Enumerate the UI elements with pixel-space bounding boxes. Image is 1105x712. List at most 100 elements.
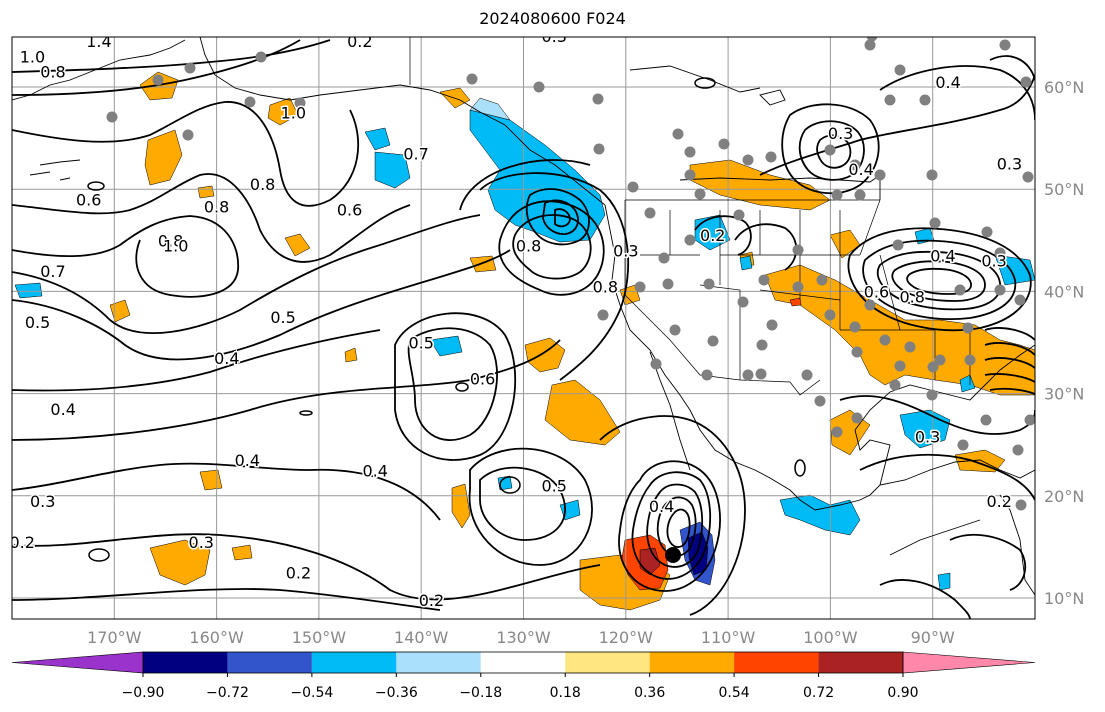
longitude-label: 100°W (803, 628, 858, 647)
station-dot (904, 341, 916, 353)
station-dot (864, 39, 876, 51)
contour-label: 0.4 (649, 497, 674, 516)
station-dot (851, 412, 863, 424)
longitude-label: 150°W (292, 628, 347, 647)
contour-label: 0.8 (250, 175, 275, 194)
contour-label: 0.2 (347, 32, 372, 51)
station-dot (962, 322, 974, 334)
latitude-label: 40°N (1044, 282, 1084, 301)
station-dot (765, 151, 777, 163)
contour-label: 0.2 (286, 563, 311, 582)
station-dot (733, 209, 745, 221)
contour-label: 0.3 (915, 428, 940, 447)
station-dot (884, 94, 896, 106)
contour-label: 0.2 (10, 533, 35, 552)
station-dot (694, 188, 706, 200)
station-dot (854, 189, 866, 201)
contour-label: 0.4 (214, 349, 239, 368)
map-frame (11, 36, 1036, 620)
station-dot (650, 358, 662, 370)
contour-label: 0.4 (930, 247, 955, 266)
contour-label: 0.7 (40, 262, 65, 281)
contour-label: 0.3 (981, 252, 1006, 271)
contour-label: 0.6 (864, 282, 889, 301)
station-dot (597, 309, 609, 321)
contour-label: 0.4 (235, 451, 260, 470)
contour-label: 0.6 (337, 201, 362, 220)
contour-label: 0.8 (593, 277, 618, 296)
contour-label: 0.5 (25, 313, 50, 332)
contour-label: 0.6 (470, 369, 495, 388)
station-dot (994, 247, 1006, 259)
contour-label: 0.4 (50, 400, 75, 419)
station-dot (792, 244, 804, 256)
small-contour-features (87, 77, 806, 562)
station-dot (684, 146, 696, 158)
station-dot (742, 154, 754, 166)
contour-label: 0.8 (158, 231, 183, 250)
station-dot (592, 93, 604, 105)
station-dot (792, 281, 804, 293)
station-dot (957, 439, 969, 451)
longitude-labels: 170°W 160°W 150°W 140°W 130°W 120°W 110°W 100°W… (87, 628, 955, 647)
station-dot (658, 252, 670, 264)
contour-label: 0.6 (76, 190, 101, 209)
station-dot (152, 74, 164, 86)
longitude-label: 140°W (394, 628, 449, 647)
contour-label: 1.0 (281, 104, 306, 123)
station-dot (742, 369, 754, 381)
station-dot (1024, 414, 1035, 426)
station-dot (466, 73, 478, 85)
contour-label: 0.5 (541, 477, 566, 496)
contour-label: 0.3 (189, 533, 214, 552)
longitude-label: 90°W (911, 628, 955, 647)
station-dot (669, 324, 681, 336)
station-dot (593, 143, 605, 155)
station-dot (634, 281, 646, 293)
latitude-label: 60°N (1044, 78, 1084, 97)
contour-label: 0.3 (613, 242, 638, 261)
station-dot (801, 369, 813, 381)
latitude-labels: 60°N 50°N 40°N 30°N 20°N 10°N (1044, 78, 1084, 608)
station-dot (851, 346, 863, 358)
station-dot (737, 296, 749, 308)
longitude-label: 120°W (599, 628, 654, 647)
station-dot (294, 97, 306, 109)
contour-label: 0.8 (40, 63, 65, 82)
map-title: 2024080600 F024 (479, 9, 626, 28)
station-dot (994, 284, 1006, 296)
station-dot (672, 128, 684, 140)
contour-label: 0.2 (419, 591, 444, 610)
longitude-label: 110°W (701, 628, 756, 647)
station-dot (756, 339, 768, 351)
station-dot (255, 51, 267, 63)
station-dot (707, 335, 719, 347)
contour-label: 0.4 (935, 73, 960, 92)
contour-label: 0.2 (700, 226, 725, 245)
contour-label: 0.3 (828, 124, 853, 143)
contour-label: 0.8 (900, 288, 925, 307)
station-dot (954, 284, 966, 296)
station-dot (701, 369, 713, 381)
contour-label: 0.8 (204, 198, 229, 217)
station-dot (892, 239, 904, 251)
contour-label: 1.0 (20, 47, 45, 66)
station-dot (106, 111, 118, 123)
station-dot (766, 319, 778, 331)
contour-label: 0.5 (408, 334, 433, 353)
station-dot (184, 62, 196, 74)
station-dot (662, 278, 674, 290)
contour-lines (12, 39, 1035, 619)
station-dot (718, 138, 730, 150)
station-dot (1022, 171, 1034, 183)
station-dot (864, 299, 876, 311)
latitude-label: 10°N (1044, 589, 1084, 608)
contour-label: 1.0 (163, 236, 188, 255)
contour-label: 0.7 (403, 144, 428, 163)
contour-label: 0.4 (362, 461, 387, 480)
longitude-label: 130°W (496, 628, 551, 647)
station-dot (927, 361, 939, 373)
station-dot (831, 426, 843, 438)
station-dot (1020, 76, 1032, 88)
